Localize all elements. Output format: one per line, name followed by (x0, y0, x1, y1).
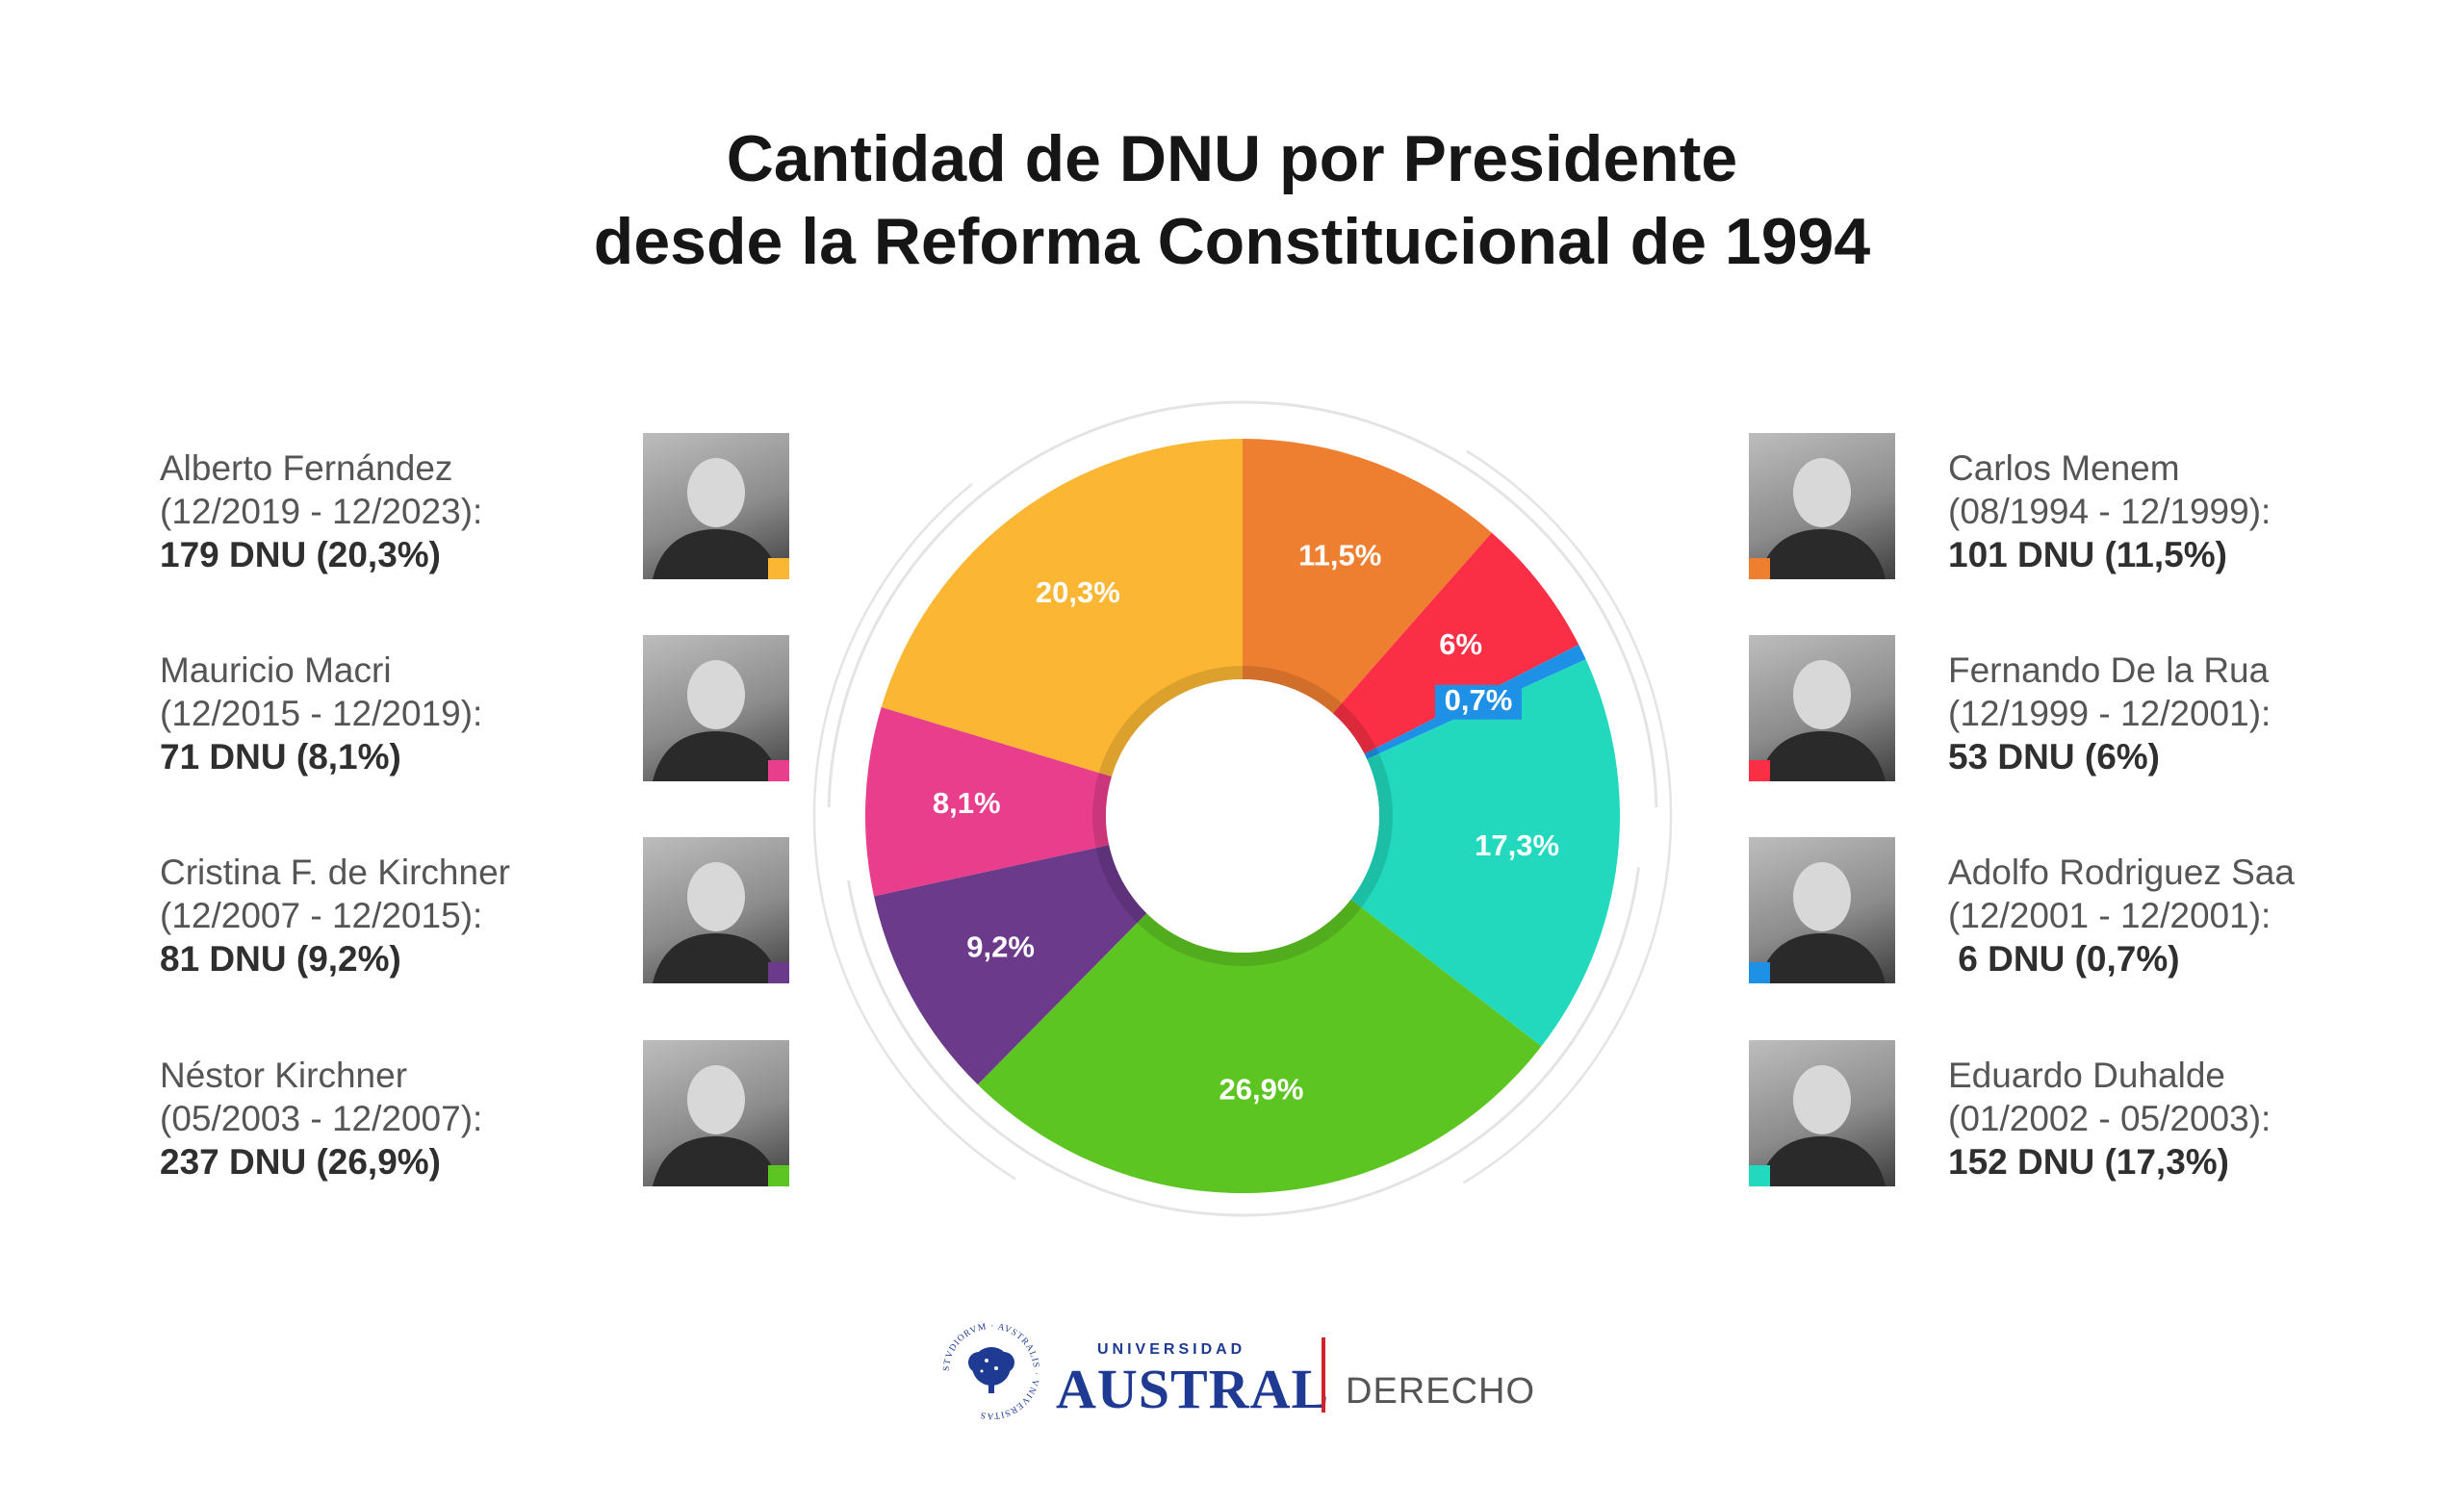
chart-slice-label: 26,9% (1219, 1073, 1303, 1107)
portrait-silhouette-icon (1758, 1065, 1886, 1186)
title-line-1: Cantidad de DNU por Presidente (726, 122, 1738, 195)
chart-slice-label: 20,3% (1036, 575, 1120, 609)
title-line-2: desde la Reforma Constitucional de 1994 (593, 205, 1871, 278)
president-name: Carlos Menem (1948, 448, 2180, 488)
chart-slice-label: 9,2% (966, 930, 1035, 964)
president-period: (12/2015 - 12/2019): (160, 694, 483, 733)
portrait-silhouette-icon (653, 862, 780, 983)
chart-slice (977, 899, 1542, 1193)
decorative-ring-arc (827, 400, 1658, 808)
president-dnu-count: 6 DNU (0,7%) (1948, 939, 2180, 979)
chart-slice-label: 0,7% (1445, 683, 1513, 717)
chart-slice (1243, 439, 1492, 714)
donut-hole (1106, 679, 1379, 953)
logo-divider (1322, 1337, 1325, 1413)
president-dnu-count: 71 DNU (8,1%) (160, 737, 401, 776)
portrait-silhouette-icon (1758, 660, 1886, 781)
chart-slice (864, 706, 1113, 897)
president-photo (643, 635, 789, 781)
decorative-ring-arc (812, 482, 1016, 1181)
color-swatch (768, 1165, 789, 1186)
president-name: Cristina F. de Kirchner (160, 853, 510, 892)
page-title: Cantidad de DNU por Presidente desde la … (0, 117, 2464, 283)
university-label-small: UNIVERSIDAD (1097, 1341, 1246, 1358)
chart-slice-label: 8,1% (933, 786, 1001, 820)
president-name: Eduardo Duhalde (1948, 1056, 2225, 1095)
president-photo (643, 837, 789, 983)
president-photo (643, 433, 789, 579)
president-name: Alberto Fernández (160, 448, 453, 488)
portrait-silhouette-icon (653, 458, 780, 579)
president-name: Mauricio Macri (160, 650, 392, 690)
chart-slice (873, 845, 1147, 1085)
chart-decoration (812, 400, 1673, 1217)
chart-slice (1332, 532, 1579, 754)
president-period: (12/1999 - 12/2001): (1948, 694, 2272, 733)
faculty-name: DERECHO (1346, 1371, 1536, 1412)
president-dnu-count: 179 DNU (20,3%) (160, 535, 442, 574)
president-period: (08/1994 - 12/1999): (1948, 492, 2272, 531)
color-swatch (1749, 760, 1770, 781)
portrait-silhouette-icon (1758, 458, 1886, 579)
president-dnu-count: 237 DNU (26,9%) (160, 1142, 442, 1182)
chart-slice-label: 6% (1439, 627, 1482, 661)
president-photo (643, 1040, 789, 1186)
president-dnu-count: 152 DNU (17,3%) (1948, 1142, 2230, 1182)
president-period: (05/2003 - 12/2007): (160, 1099, 483, 1138)
chart-slices (864, 439, 1621, 1193)
president-dnu-count: 81 DNU (9,2%) (160, 939, 401, 979)
president-name: Adolfo Rodriguez Saa (1948, 853, 2295, 892)
president-period: (12/2019 - 12/2023): (160, 492, 483, 531)
color-swatch (768, 558, 789, 579)
president-dnu-count: 101 DNU (11,5%) (1948, 535, 2227, 574)
color-swatch (768, 760, 789, 781)
portrait-silhouette-icon (653, 660, 780, 781)
color-swatch (1749, 558, 1770, 579)
decorative-ring-arc (846, 867, 1641, 1217)
portrait-silhouette-icon (653, 1065, 780, 1186)
chart-labels: 11,5% 6% 0,7% 17,3% 26,9% 9,2% 8,1% 20,3% (933, 539, 1559, 1107)
chart-slice-label: 11,5% (1298, 539, 1381, 573)
footer-logo: STVDIORVM · AVSTRALIS · VNIVERSITAS UNIV… (0, 1309, 2464, 1443)
president-dnu-count: 53 DNU (6%) (1948, 737, 2160, 776)
portrait-silhouette-icon (1758, 862, 1886, 983)
president-name: Néstor Kirchner (160, 1056, 408, 1095)
chart-label-background (1434, 684, 1522, 720)
president-name: Fernando De la Rua (1948, 650, 2270, 690)
president-period: (12/2001 - 12/2001): (1948, 896, 2272, 935)
chart-slice-label: 17,3% (1475, 828, 1559, 862)
color-swatch (1749, 962, 1770, 983)
president-photo (1749, 1040, 1895, 1186)
color-swatch (1749, 1165, 1770, 1186)
university-seal-icon: STVDIORVM · AVSTRALIS · VNIVERSITAS (942, 1322, 1040, 1420)
president-photo (1749, 635, 1895, 781)
chart-slice (1350, 659, 1621, 1047)
decorative-ring-arc (1462, 449, 1673, 1184)
president-period: (12/2007 - 12/2015): (160, 896, 483, 935)
university-name: AUSTRAL (1056, 1358, 1330, 1420)
color-swatch (768, 962, 789, 983)
president-period: (01/2002 - 05/2003): (1948, 1099, 2272, 1138)
president-photo (1749, 433, 1895, 579)
president-photo (1749, 837, 1895, 983)
chart-slice (881, 439, 1243, 777)
